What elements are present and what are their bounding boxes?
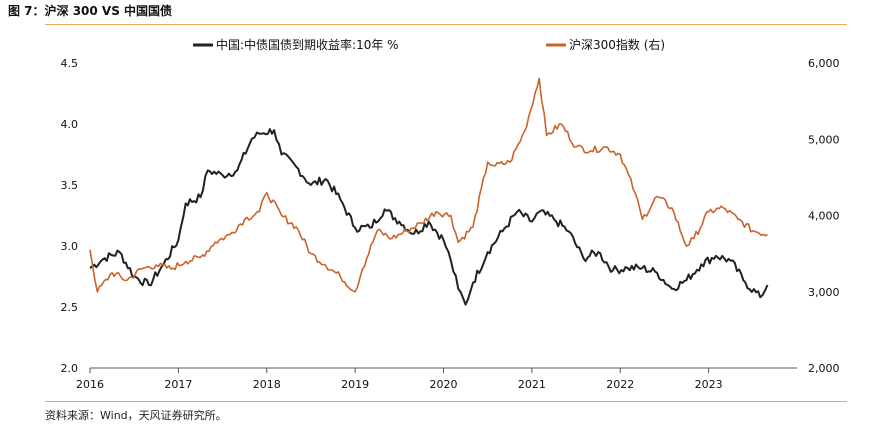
y-left-tick-label: 4.5 [61,57,79,70]
figure-title: 图 7：沪深 300 VS 中国国债 [8,4,173,18]
legend-label-bond: 中国:中债国债到期收益率:10年 % [216,37,399,52]
y-left-tick-label: 3.0 [61,240,79,253]
x-tick-label: 2019 [341,378,369,391]
x-tick-label: 2021 [518,378,546,391]
y-left-ticks: 4.5 4.0 3.5 3.0 2.5 2.0 [61,57,79,375]
top-rule [45,24,847,25]
y-left-tick-label: 3.5 [61,179,79,192]
x-tick-label: 2022 [606,378,634,391]
bond-yield-line [89,128,769,306]
y-left-tick-label: 4.0 [61,118,79,131]
series-lines [89,77,769,306]
x-tick-label: 2017 [164,378,192,391]
csi300-index-line [89,77,768,293]
legend: 中国:中债国债到期收益率:10年 % 沪深300指数 (右) [193,37,665,52]
source-note: 资料来源：Wind，天风证券研究所。 [45,409,227,422]
legend-label-index: 沪深300指数 (右) [569,37,665,52]
bottom-rule [45,401,847,402]
x-tick-label: 2016 [76,378,104,391]
y-left-tick-label: 2.0 [61,362,79,375]
y-right-tick-label: 4,000 [808,210,840,223]
x-tick-label: 2023 [695,378,723,391]
x-tick-label: 2020 [430,378,458,391]
y-left-tick-label: 2.5 [61,301,79,314]
y-right-ticks: 6,000 5,000 4,000 3,000 2,000 [808,57,840,375]
x-tick-label: 2018 [253,378,281,391]
y-right-tick-label: 3,000 [808,286,840,299]
y-right-tick-label: 6,000 [808,57,840,70]
y-right-tick-label: 5,000 [808,133,840,146]
x-ticks: 2016 2017 2018 2019 2020 2021 2022 2023 [76,368,723,391]
y-right-tick-label: 2,000 [808,362,840,375]
